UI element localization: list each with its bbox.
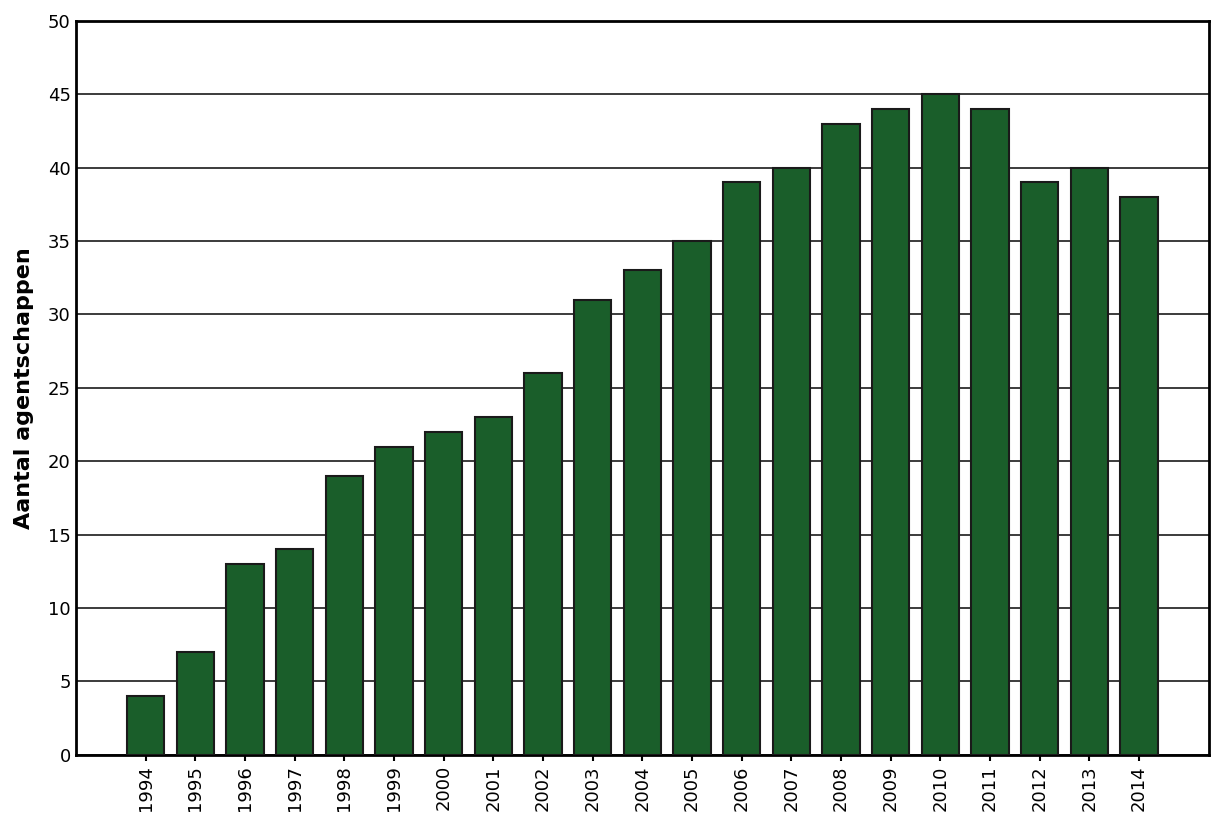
Bar bbox=[624, 271, 660, 755]
Bar bbox=[922, 94, 959, 755]
Bar bbox=[226, 564, 264, 755]
Bar bbox=[822, 124, 860, 755]
Bar bbox=[127, 696, 164, 755]
Bar bbox=[177, 652, 214, 755]
Bar bbox=[426, 432, 462, 755]
Bar bbox=[1120, 197, 1158, 755]
Bar bbox=[723, 182, 761, 755]
Bar bbox=[276, 549, 313, 755]
Bar bbox=[773, 167, 810, 755]
Bar bbox=[674, 241, 711, 755]
Bar bbox=[1021, 182, 1058, 755]
Bar bbox=[325, 476, 363, 755]
Y-axis label: Aantal agentschappen: Aantal agentschappen bbox=[13, 247, 34, 529]
Bar bbox=[475, 417, 512, 755]
Bar bbox=[971, 109, 1009, 755]
Bar bbox=[872, 109, 909, 755]
Bar bbox=[1070, 167, 1108, 755]
Bar bbox=[375, 446, 412, 755]
Bar bbox=[574, 299, 612, 755]
Bar bbox=[525, 373, 561, 755]
